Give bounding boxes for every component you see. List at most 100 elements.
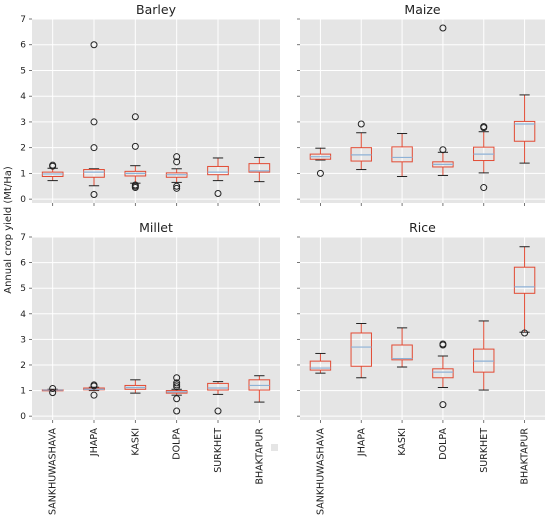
outlier-point: [90, 144, 98, 152]
y-tick-label: 4: [20, 92, 26, 102]
outlier-point: [173, 184, 181, 192]
box-sankhuwashava: [41, 161, 64, 182]
outlier-point: [173, 381, 181, 389]
outlier-point: [439, 340, 447, 348]
box-iqr: [248, 163, 271, 173]
box-iqr: [207, 382, 229, 391]
x-tick-label: BHAKTAPUR: [254, 428, 265, 485]
outlier-point: [90, 391, 98, 399]
outlier-point: [316, 169, 324, 177]
panel-title: Rice: [409, 220, 436, 235]
box-kaski: [124, 113, 147, 192]
box-jhapa: [350, 323, 372, 379]
y-tick-label: 4: [20, 310, 26, 320]
outlier-point: [439, 146, 447, 154]
outlier-point: [49, 389, 57, 397]
y-tick-label: 0: [20, 412, 26, 422]
y-tick-label: 3: [20, 335, 26, 345]
box-dolpa: [165, 374, 188, 415]
outlier-point: [439, 401, 447, 409]
box-bhaktapur: [248, 156, 271, 183]
box-dolpa: [165, 153, 188, 192]
box-dolpa: [432, 340, 454, 409]
legend-swatch: [271, 444, 278, 451]
box-bhaktapur: [513, 246, 536, 337]
outlier-point: [90, 118, 98, 126]
panel-title: Millet: [139, 220, 173, 235]
y-tick-label: 3: [20, 118, 26, 128]
x-tick-label: JHAPA: [89, 428, 100, 458]
box-iqr: [432, 368, 454, 379]
outlier-point: [521, 329, 529, 337]
outlier-point: [480, 123, 488, 131]
plot-area: [32, 237, 280, 420]
box-bhaktapur: [513, 94, 536, 164]
panel-maize: Maize: [297, 2, 545, 206]
y-tick-label: 7: [20, 233, 26, 243]
box-sankhuwashava: [309, 147, 332, 177]
outlier-point: [173, 158, 181, 166]
x-tick-label: SANKHUWASHAVA: [315, 428, 326, 515]
outlier-point: [131, 142, 139, 150]
x-tick-label: KASKI: [130, 428, 141, 456]
box-kaski: [391, 327, 413, 368]
x-tick-label: SURKHET: [213, 428, 224, 473]
box-kaski: [391, 133, 413, 177]
box-surkhet: [207, 381, 229, 415]
outlier-point: [214, 407, 222, 415]
box-dolpa: [432, 24, 454, 176]
outlier-point: [173, 153, 181, 161]
y-tick-label: 5: [20, 284, 26, 294]
outlier-point: [173, 395, 181, 403]
x-tick-label: KASKI: [397, 428, 408, 456]
box-iqr: [309, 360, 332, 371]
box-jhapa: [350, 120, 372, 171]
panels: Barley 0 1 2 3 4 5 6 7 Maize Millet 0 1 2 3 4 5 6 7 SANKHUW…: [20, 2, 545, 515]
outlier-point: [439, 24, 447, 32]
x-tick-label: SURKHET: [479, 428, 490, 473]
outlier-point: [480, 184, 488, 192]
outlier-point: [357, 120, 365, 128]
box-iqr: [391, 344, 413, 361]
box-surkhet: [207, 157, 229, 197]
x-tick-label: BHAKTAPUR: [520, 428, 531, 485]
outlier-point: [173, 374, 181, 382]
plot-area: [32, 19, 280, 203]
plot-area: [300, 19, 545, 203]
outlier-point: [214, 189, 222, 197]
outlier-point: [90, 381, 98, 389]
box-iqr: [391, 146, 413, 163]
x-tick-label: JHAPA: [356, 428, 367, 458]
panel-barley: Barley 0 1 2 3 4 5 6 7: [20, 2, 280, 206]
box-iqr: [350, 332, 372, 367]
x-tick-label: DOLPA: [438, 428, 449, 460]
outlier-point: [131, 113, 139, 121]
panel-title: Barley: [136, 2, 177, 17]
outlier-point: [49, 161, 57, 169]
outlier-point: [131, 181, 139, 189]
box-sankhuwashava: [309, 352, 332, 374]
outlier-point: [173, 379, 181, 387]
outlier-point: [173, 182, 181, 190]
box-jhapa: [83, 381, 105, 399]
y-tick-label: 7: [20, 15, 26, 25]
box-sankhuwashava: [41, 385, 64, 397]
box-iqr: [83, 169, 105, 178]
plot-area: [300, 237, 545, 420]
panel-title: Maize: [404, 2, 440, 17]
outlier-point: [173, 407, 181, 415]
y-tick-label: 0: [20, 195, 26, 205]
y-tick-label: 6: [20, 41, 26, 51]
panel-millet: Millet 0 1 2 3 4 5 6 7 SANKHUWASHAVA JHAPA KASKI DOL…: [20, 220, 280, 515]
box-bhaktapur: [248, 375, 271, 403]
box-iqr: [207, 165, 229, 176]
outlier-point: [90, 41, 98, 49]
box-iqr: [513, 120, 536, 142]
y-tick-label: 1: [20, 169, 26, 179]
box-iqr: [513, 266, 536, 294]
outlier-point: [49, 385, 57, 393]
y-tick-label: 5: [20, 66, 26, 76]
y-axis-label: Annual crop yield (Mt/Ha): [3, 166, 14, 294]
y-tick-label: 6: [20, 259, 26, 269]
